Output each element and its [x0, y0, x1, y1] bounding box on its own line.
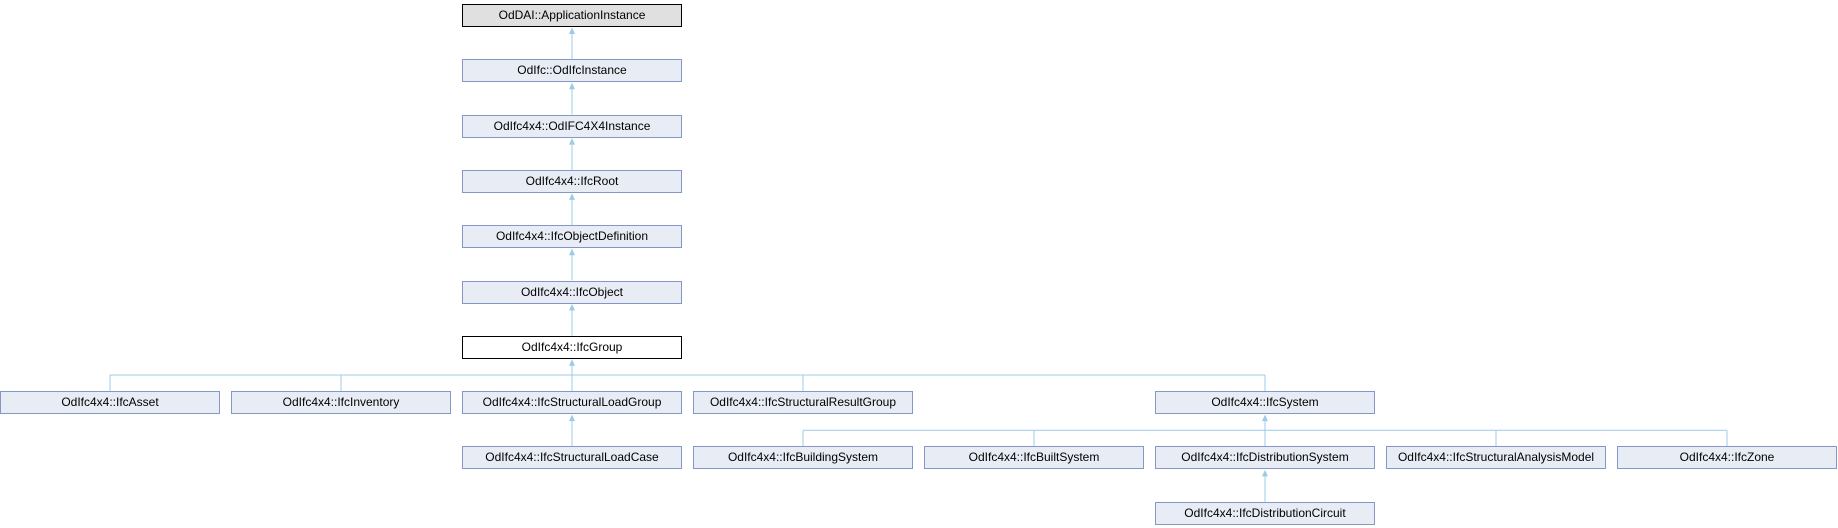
arrowhead-icon	[569, 193, 575, 200]
arrowhead-icon	[569, 304, 575, 311]
class-node[interactable]: OdDAI::ApplicationInstance	[462, 4, 682, 27]
class-node[interactable]: OdIfc4x4::IfcStructuralResultGroup	[693, 391, 913, 415]
class-node[interactable]: OdIfc4x4::IfcBuildingSystem	[693, 446, 913, 470]
arrowhead-icon	[569, 138, 575, 145]
class-node[interactable]: OdIfc4x4::IfcZone	[1617, 446, 1837, 470]
class-node[interactable]: OdIfc4x4::IfcRoot	[462, 169, 682, 193]
class-node[interactable]: OdIfc4x4::IfcBuiltSystem	[924, 446, 1144, 470]
class-node[interactable]: OdIfc4x4::IfcAsset	[0, 391, 220, 415]
arrowhead-icon	[569, 359, 575, 366]
class-node[interactable]: OdIfc4x4::OdIFC4X4Instance	[462, 114, 682, 138]
class-node[interactable]: OdIfc4x4::IfcInventory	[231, 391, 451, 415]
class-node[interactable]: OdIfc::OdIfcInstance	[462, 59, 682, 83]
arrowhead-icon	[1262, 469, 1268, 477]
class-node[interactable]: OdIfc4x4::IfcSystem	[1155, 391, 1375, 415]
class-node[interactable]: OdIfc4x4::IfcObjectDefinition	[462, 225, 682, 249]
class-node[interactable]: OdIfc4x4::IfcStructuralLoadGroup	[462, 391, 682, 415]
arrowhead-icon	[569, 414, 575, 422]
arrowhead-icon	[569, 248, 575, 256]
class-node[interactable]: OdIfc4x4::IfcDistributionCircuit	[1155, 501, 1375, 525]
arrowhead-icon	[569, 27, 575, 34]
class-node[interactable]: OdIfc4x4::IfcStructuralLoadCase	[462, 446, 682, 470]
class-node[interactable]: OdIfc4x4::IfcObject	[462, 280, 682, 304]
class-node[interactable]: OdIfc4x4::IfcGroup	[462, 335, 682, 359]
class-node[interactable]: OdIfc4x4::IfcStructuralAnalysisModel	[1386, 446, 1606, 470]
arrowhead-icon	[1262, 414, 1268, 422]
arrowhead-icon	[569, 82, 575, 90]
class-node[interactable]: OdIfc4x4::IfcDistributionSystem	[1155, 446, 1375, 470]
